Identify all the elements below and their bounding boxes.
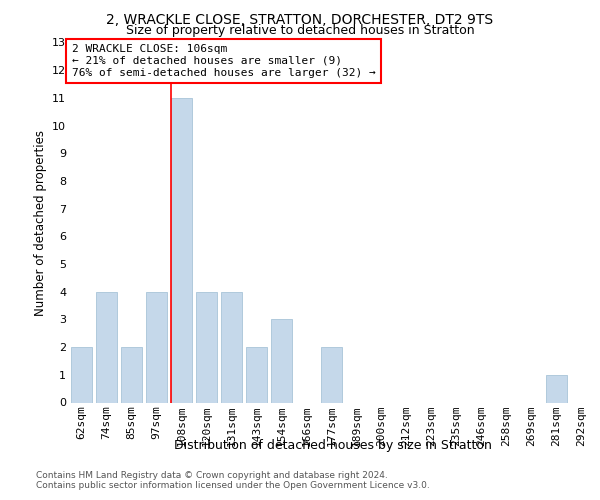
Bar xyxy=(246,347,267,403)
Bar xyxy=(171,98,192,402)
Bar xyxy=(221,292,242,403)
Bar xyxy=(321,347,342,403)
Text: Contains public sector information licensed under the Open Government Licence v3: Contains public sector information licen… xyxy=(36,482,430,490)
Text: Distribution of detached houses by size in Stratton: Distribution of detached houses by size … xyxy=(174,440,492,452)
Bar xyxy=(146,292,167,403)
Text: Size of property relative to detached houses in Stratton: Size of property relative to detached ho… xyxy=(125,24,475,37)
Text: Contains HM Land Registry data © Crown copyright and database right 2024.: Contains HM Land Registry data © Crown c… xyxy=(36,472,388,480)
Bar xyxy=(96,292,117,403)
Bar xyxy=(196,292,217,403)
Bar xyxy=(121,347,142,403)
Bar xyxy=(271,320,292,402)
Text: 2 WRACKLE CLOSE: 106sqm
← 21% of detached houses are smaller (9)
76% of semi-det: 2 WRACKLE CLOSE: 106sqm ← 21% of detache… xyxy=(71,44,376,78)
Y-axis label: Number of detached properties: Number of detached properties xyxy=(34,130,47,316)
Bar xyxy=(546,375,567,402)
Bar xyxy=(71,347,92,403)
Text: 2, WRACKLE CLOSE, STRATTON, DORCHESTER, DT2 9TS: 2, WRACKLE CLOSE, STRATTON, DORCHESTER, … xyxy=(106,12,494,26)
